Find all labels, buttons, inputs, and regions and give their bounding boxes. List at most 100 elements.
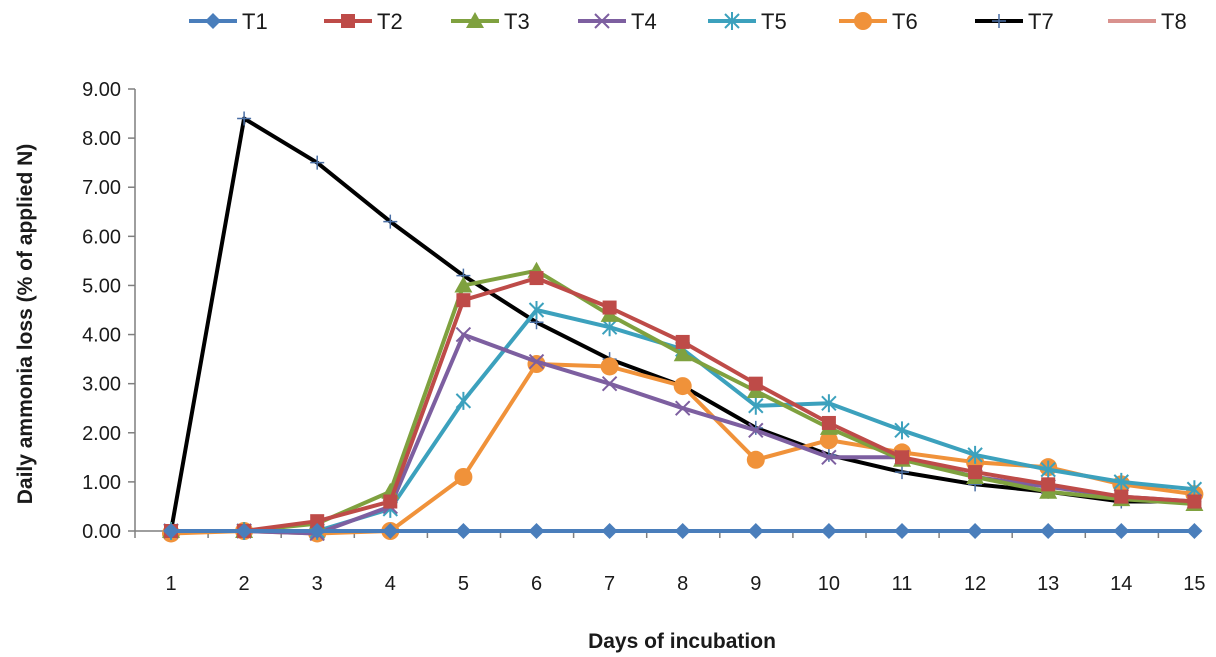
legend-label: T5 bbox=[761, 9, 787, 34]
x-tick-label: 12 bbox=[964, 573, 986, 595]
legend-item-t5: T5 bbox=[708, 9, 787, 34]
data-point-t2 bbox=[1041, 477, 1056, 492]
data-point-t1 bbox=[747, 523, 764, 539]
data-point-t1 bbox=[309, 523, 326, 539]
data-point-t5 bbox=[821, 394, 837, 413]
x-tick-label: 6 bbox=[531, 573, 542, 595]
legend-item-t6: T6 bbox=[839, 9, 918, 34]
data-point-t2 bbox=[895, 450, 909, 465]
legend-marker-t3 bbox=[466, 12, 484, 28]
data-point-t6 bbox=[819, 431, 838, 450]
legend-marker-t4 bbox=[594, 13, 610, 29]
data-point-t3 bbox=[673, 345, 692, 362]
x-tick-label: 7 bbox=[604, 573, 615, 595]
data-point-t4 bbox=[821, 449, 837, 466]
data-point-t5 bbox=[455, 391, 472, 410]
legend-label: T1 bbox=[242, 9, 268, 34]
data-point-t2 bbox=[1187, 494, 1202, 509]
data-point-t2 bbox=[748, 376, 763, 391]
legend-label: T3 bbox=[504, 9, 530, 34]
y-tick-label: 3.00 bbox=[82, 374, 121, 396]
series-t2 bbox=[164, 271, 1202, 538]
legend-marker-t7 bbox=[992, 14, 1006, 28]
data-point-t2 bbox=[383, 494, 398, 509]
data-point-t1 bbox=[163, 523, 179, 539]
data-point-t2 bbox=[821, 415, 836, 430]
data-point-t2 bbox=[968, 465, 983, 480]
data-point-t1 bbox=[528, 523, 545, 539]
legend-item-t3: T3 bbox=[451, 9, 530, 34]
data-point-t5 bbox=[748, 396, 764, 415]
legend-marker-t2 bbox=[341, 14, 355, 28]
data-point-t1 bbox=[382, 523, 399, 539]
data-point-t3 bbox=[454, 276, 473, 293]
data-point-t6 bbox=[454, 467, 473, 486]
y-tick-label: 0.00 bbox=[82, 521, 121, 543]
data-point-t5 bbox=[1040, 460, 1056, 479]
x-tick-label: 14 bbox=[1110, 573, 1132, 595]
legend-item-t7: T7 bbox=[975, 9, 1054, 34]
legend-item-t1: T1 bbox=[189, 9, 268, 34]
series-layer bbox=[162, 111, 1204, 543]
x-tick-label: 13 bbox=[1037, 573, 1059, 595]
data-point-t6 bbox=[746, 450, 765, 469]
data-point-t7 bbox=[237, 111, 252, 126]
legend-marker-t6 bbox=[854, 12, 872, 30]
legend: T1 T2 T3 T4 T5 T6 T7 T8 bbox=[189, 9, 1187, 34]
data-point-t7 bbox=[383, 214, 398, 229]
y-tick-label: 4.00 bbox=[82, 325, 121, 347]
data-point-t7 bbox=[895, 465, 909, 480]
data-point-t1 bbox=[1113, 523, 1130, 539]
x-tick-label: 15 bbox=[1183, 573, 1205, 595]
data-point-t7 bbox=[310, 155, 325, 170]
x-tick-label: 9 bbox=[750, 573, 761, 595]
data-point-t1 bbox=[455, 523, 472, 539]
legend-item-t4: T4 bbox=[578, 9, 657, 34]
legend-item-t2: T2 bbox=[324, 9, 403, 34]
y-axis-title: Daily ammonia loss (% of applied N) bbox=[14, 144, 37, 505]
x-tick-label: 8 bbox=[677, 573, 688, 595]
data-point-t2 bbox=[456, 293, 471, 308]
x-tick-label: 4 bbox=[385, 573, 396, 595]
legend-label: T4 bbox=[631, 9, 657, 34]
data-point-t1 bbox=[1040, 523, 1057, 539]
data-point-t4 bbox=[748, 422, 764, 439]
data-point-t5 bbox=[528, 301, 545, 319]
x-tick-label: 10 bbox=[818, 573, 840, 595]
legend-marker-t5 bbox=[724, 12, 740, 30]
y-tick-label: 8.00 bbox=[82, 128, 121, 150]
legend-label: T7 bbox=[1028, 9, 1054, 34]
x-tick-label: 11 bbox=[892, 573, 913, 595]
data-point-t2 bbox=[310, 514, 325, 529]
y-tick-label: 7.00 bbox=[82, 177, 121, 199]
data-point-t5 bbox=[1113, 472, 1130, 491]
data-point-t2 bbox=[602, 300, 617, 315]
x-tick-label: 2 bbox=[239, 573, 250, 595]
data-point-t2 bbox=[529, 271, 544, 286]
legend-marker-t1 bbox=[205, 13, 221, 29]
x-tick-label: 1 bbox=[165, 573, 176, 595]
y-tick-label: 1.00 bbox=[82, 472, 121, 494]
data-point-t4 bbox=[528, 353, 545, 370]
x-tick-label: 3 bbox=[312, 573, 323, 595]
series-line-t4 bbox=[171, 332, 1195, 536]
data-point-t6 bbox=[600, 357, 619, 376]
data-point-t1 bbox=[236, 523, 253, 539]
data-point-t1 bbox=[1186, 523, 1203, 539]
legend-label: T8 bbox=[1161, 9, 1187, 34]
data-point-t1 bbox=[674, 523, 691, 539]
data-point-t1 bbox=[820, 523, 837, 539]
x-axis-title: Days of incubation bbox=[588, 630, 776, 653]
series-t3 bbox=[162, 261, 1204, 538]
series-t1 bbox=[163, 523, 1203, 539]
data-point-t2 bbox=[1114, 489, 1129, 504]
series-line-t3 bbox=[171, 268, 1195, 533]
legend-item-t8: T8 bbox=[1108, 9, 1187, 34]
y-axis: 0.00 1.00 2.00 3.00 4.00 5.00 6.00 7.00 8.00 9.00 bbox=[82, 79, 136, 543]
data-point-t5 bbox=[894, 421, 910, 440]
data-point-t5 bbox=[967, 445, 983, 464]
legend-label: T6 bbox=[892, 9, 918, 34]
data-point-t4 bbox=[455, 326, 472, 343]
y-tick-label: 2.00 bbox=[82, 423, 121, 445]
